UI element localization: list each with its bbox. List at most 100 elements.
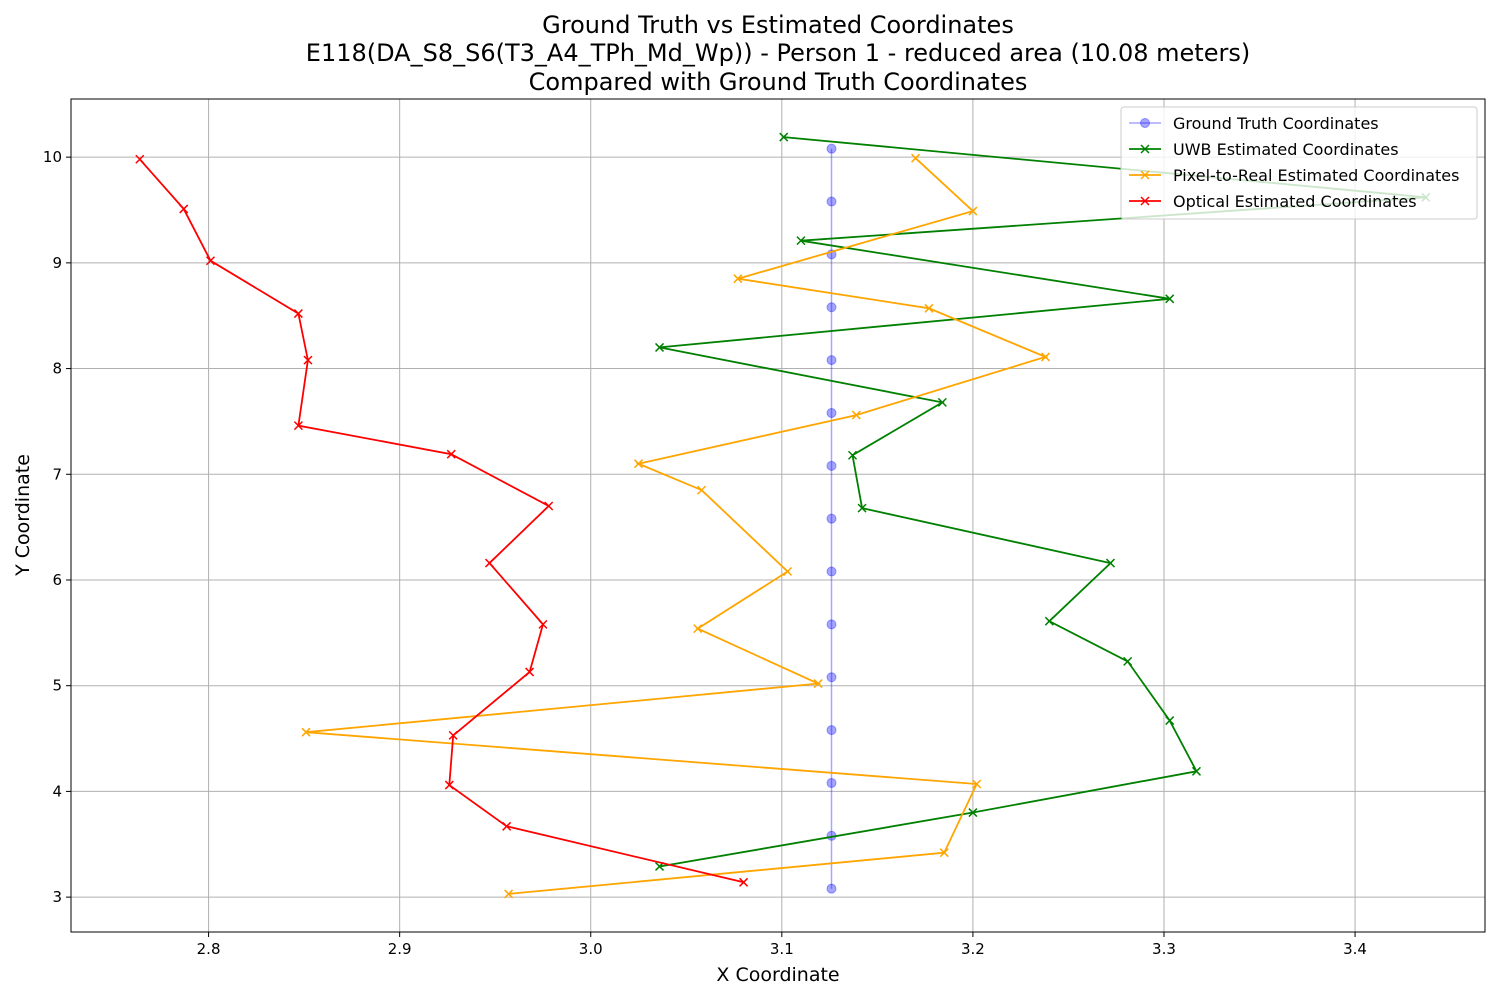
uwb-estimated-coordinates-point (1165, 294, 1175, 304)
optical-estimated-coordinates-point (525, 667, 535, 677)
optical-estimated-coordinates-point (205, 256, 216, 266)
pixel-to-real-estimated-coordinates-point (301, 727, 311, 737)
grid-lines (71, 99, 1485, 932)
x-tick-label: 3.1 (770, 940, 794, 958)
pixel-to-real-estimated-coordinates-point (911, 153, 921, 163)
ground-truth-coordinates-point (826, 143, 837, 154)
pixel-to-real-estimated-coordinates-point (939, 848, 949, 858)
optical-estimated-coordinates-point (538, 619, 548, 629)
pixel-to-real-estimated-coordinates-point (813, 679, 823, 689)
uwb-estimated-coordinates-point (857, 503, 867, 513)
ground-truth-coordinates-point (826, 566, 837, 577)
optical-estimated-coordinates-line (139, 158, 744, 884)
uwb-estimated-coordinates-point (654, 342, 665, 352)
x-tick-label: 3.2 (961, 940, 985, 958)
optical-estimated-coordinates-point (135, 154, 145, 164)
optical-estimated-coordinates-point (739, 877, 749, 887)
y-tick-label: 8 (52, 360, 62, 378)
pixel-to-real-estimated-coordinates-point (972, 779, 982, 789)
legend-label: UWB Estimated Coordinates (1173, 140, 1399, 159)
x-tick-label: 3.0 (579, 940, 603, 958)
ground-truth-coordinates-point (826, 460, 837, 471)
ground-truth-coordinates-point (826, 725, 837, 736)
optical-estimated-coordinates-point (544, 501, 554, 511)
ground-truth-coordinates-point (826, 407, 837, 418)
legend: Ground Truth Coordinates UWB Estimated Co… (1120, 106, 1478, 220)
ground-truth-coordinates-series (826, 143, 837, 894)
legend-swatch-marker (1140, 170, 1150, 180)
pixel-to-real-estimated-coordinates-point (693, 624, 703, 634)
pixel-to-real-estimated-coordinates-point (968, 206, 978, 216)
uwb-estimated-coordinates-point (1105, 558, 1116, 568)
uwb-estimated-coordinates-series (654, 132, 1431, 871)
x-axis-label: X Coordinate (716, 964, 839, 986)
uwb-estimated-coordinates-point (968, 808, 978, 818)
ground-truth-coordinates-point (826, 513, 837, 524)
ground-truth-coordinates-point (826, 883, 837, 894)
chart-title: Ground Truth vs Estimated Coordinates E1… (306, 11, 1250, 96)
uwb-estimated-coordinates-point (1044, 616, 1054, 626)
y-tick-label: 7 (52, 465, 62, 483)
pixel-to-real-estimated-coordinates-point (783, 566, 793, 577)
pixel-to-real-estimated-coordinates-point (633, 459, 644, 469)
legend-entry-ground-truth-coordinates: Ground Truth Coordinates (1129, 114, 1379, 133)
y-tick-label: 9 (52, 254, 62, 272)
optical-estimated-coordinates-point (446, 449, 456, 459)
ground-truth-coordinates-point (826, 355, 837, 366)
ground-truth-coordinates-point (826, 777, 837, 788)
ground-truth-coordinates-point (826, 619, 837, 630)
legend-box (1120, 106, 1478, 220)
legend-swatch-marker (1140, 196, 1150, 206)
ground-truth-coordinates-point (826, 302, 837, 313)
pixel-to-real-estimated-coordinates-point (851, 410, 861, 420)
y-tick-label: 4 (52, 782, 62, 800)
uwb-estimated-coordinates-point (937, 397, 947, 407)
y-axis-label: Y Coordinate (12, 454, 34, 577)
pixel-to-real-estimated-coordinates-point (733, 274, 743, 284)
axis-ticks: 2.8 2.9 3.0 3.1 3.2 3.3 3.4 3 4 5 6 7 8 9 10 (43, 148, 1367, 958)
ground-truth-coordinates-point (826, 672, 837, 683)
pixel-to-real-estimated-coordinates-point (697, 485, 707, 495)
pixel-to-real-estimated-coordinates-series (301, 153, 1051, 899)
legend-label: Ground Truth Coordinates (1173, 114, 1379, 133)
optical-estimated-coordinates-series (135, 154, 749, 887)
optical-estimated-coordinates-point (484, 558, 494, 568)
pixel-to-real-estimated-coordinates-line (305, 157, 1049, 895)
legend-swatch-marker (1140, 144, 1150, 154)
optical-estimated-coordinates-point (448, 730, 458, 740)
x-tick-label: 2.8 (197, 940, 221, 958)
optical-estimated-coordinates-point (293, 421, 303, 431)
y-tick-label: 6 (52, 571, 62, 589)
legend-entry-optical-estimated-coordinates: Optical Estimated Coordinates (1129, 192, 1417, 211)
optical-estimated-coordinates-point (293, 309, 303, 319)
pixel-to-real-estimated-coordinates-point (504, 889, 514, 899)
uwb-estimated-coordinates-point (1123, 656, 1133, 666)
uwb-estimated-coordinates-point (1165, 716, 1175, 726)
legend-swatch-marker (1140, 118, 1150, 128)
legend-entry-pixel-to-real-estimated-coordinates: Pixel-to-Real Estimated Coordinates (1129, 166, 1459, 185)
x-tick-label: 3.3 (1152, 940, 1176, 958)
uwb-estimated-coordinates-point (796, 236, 806, 246)
optical-estimated-coordinates-point (444, 780, 454, 790)
y-tick-label: 5 (52, 677, 62, 695)
legend-label: Optical Estimated Coordinates (1173, 192, 1417, 211)
legend-entry-uwb-estimated-coordinates: UWB Estimated Coordinates (1129, 140, 1399, 159)
pixel-to-real-estimated-coordinates-point (924, 303, 934, 313)
uwb-estimated-coordinates-point (847, 450, 858, 460)
chart-title-line-3: Compared with Ground Truth Coordinates (529, 68, 1028, 96)
legend-label: Pixel-to-Real Estimated Coordinates (1173, 166, 1459, 185)
optical-estimated-coordinates-point (502, 821, 512, 831)
x-tick-label: 2.9 (388, 940, 412, 958)
uwb-estimated-coordinates-line (659, 136, 1426, 868)
chart-title-line-1: Ground Truth vs Estimated Coordinates (542, 11, 1014, 39)
y-tick-label: 3 (52, 888, 62, 906)
ground-truth-coordinates-point (826, 196, 837, 207)
chart-title-line-2: E118(DA_S8_S6(T3_A4_TPh_Md_Wp)) - Person… (306, 39, 1250, 67)
y-tick-label: 10 (43, 148, 62, 166)
plot-series (135, 132, 1431, 899)
uwb-estimated-coordinates-point (779, 132, 789, 142)
uwb-estimated-coordinates-point (1191, 766, 1202, 776)
plot-area-frame (70, 98, 1486, 933)
optical-estimated-coordinates-point (303, 355, 313, 365)
